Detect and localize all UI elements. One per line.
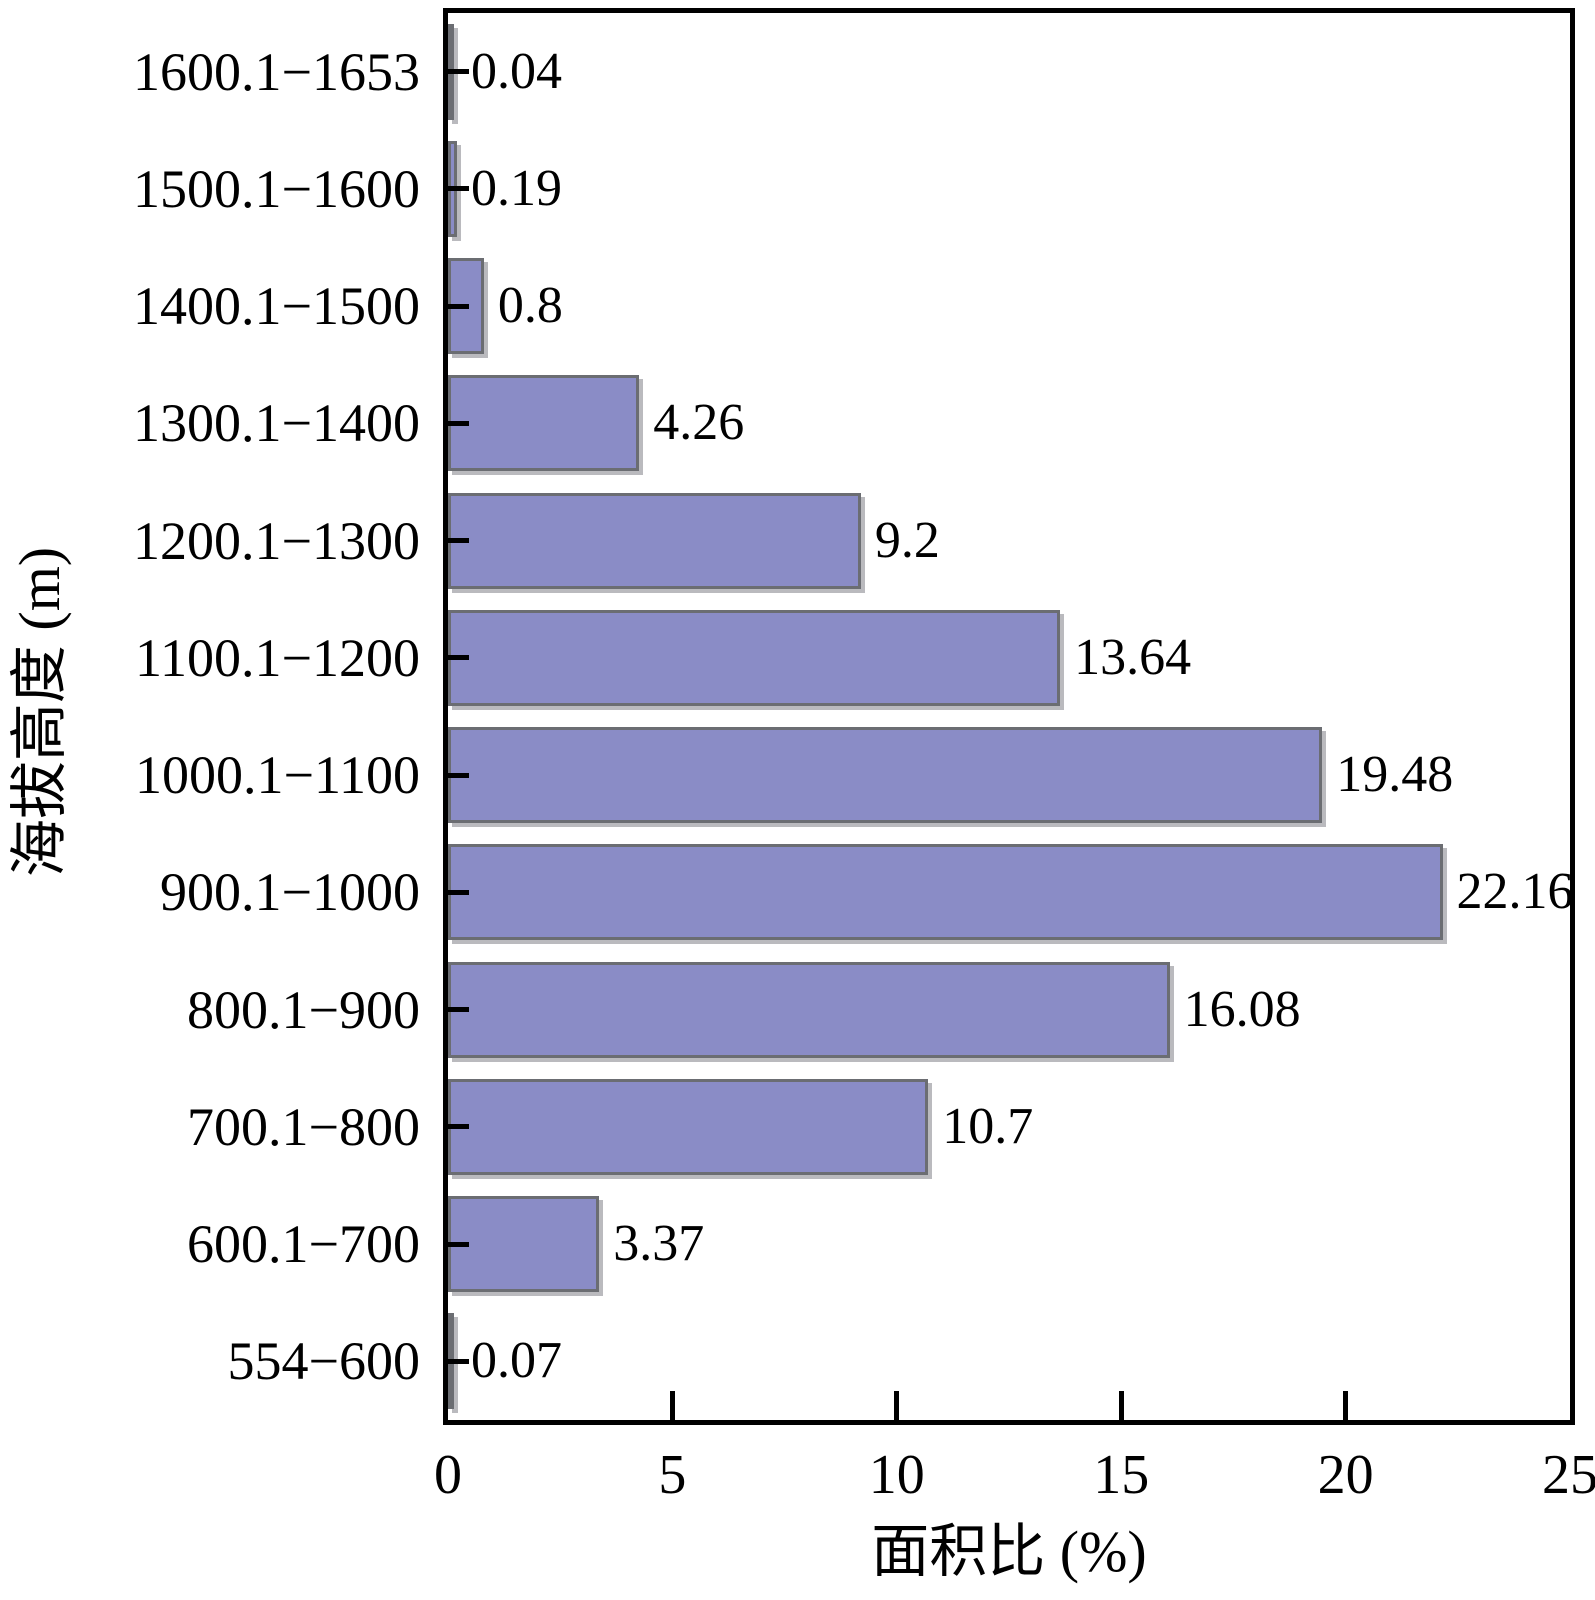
bar xyxy=(448,609,1061,706)
bar-value-label: 9.2 xyxy=(874,511,940,569)
y-category-label: 1400.1−1500 xyxy=(133,276,420,337)
y-axis-tick xyxy=(448,303,469,309)
plot-area: 0.04 0.19 0.8 4.26 9.2 13.64 19.48 22.16 16.08 10… xyxy=(443,8,1575,1425)
bar-value-label: 4.26 xyxy=(653,394,745,452)
bar-value-label: 0.07 xyxy=(471,1332,562,1390)
x-axis-tick-label: 20 xyxy=(1317,1444,1374,1506)
y-axis-tick xyxy=(448,1358,469,1364)
bar-value-label: 13.64 xyxy=(1074,628,1192,686)
x-axis-tick-label: 10 xyxy=(868,1444,925,1506)
y-axis-tick xyxy=(448,1241,469,1247)
bar-value-label: 10.7 xyxy=(942,1097,1034,1155)
y-category-label: 1000.1−1100 xyxy=(135,745,420,806)
y-category-label: 600.1−700 xyxy=(187,1214,420,1275)
bar-value-label: 3.37 xyxy=(613,1215,705,1273)
y-category-label: 1100.1−1200 xyxy=(135,627,420,688)
y-axis-tick xyxy=(448,1124,469,1130)
y-axis-tick xyxy=(448,420,469,426)
bar-value-label: 0.04 xyxy=(471,42,562,100)
y-axis-tick xyxy=(448,538,469,544)
y-axis-tick xyxy=(448,889,469,895)
x-axis-title: 面积比 (%) xyxy=(871,1519,1147,1584)
y-axis-tick-labels: 1600.1−1653 1500.1−1600 1400.1−1500 1300.1−… xyxy=(0,13,420,1420)
x-axis-tick xyxy=(1118,1391,1124,1420)
x-axis-tick-label: 25 xyxy=(1542,1444,1595,1506)
bar-value-label: 0.8 xyxy=(497,277,563,335)
y-axis-tick xyxy=(448,186,469,192)
y-axis-tick xyxy=(448,1007,469,1013)
y-category-label: 1500.1−1600 xyxy=(133,158,420,219)
y-category-label: 800.1−900 xyxy=(187,979,420,1040)
x-axis-tick xyxy=(669,1391,675,1420)
bar xyxy=(448,727,1323,824)
x-axis-tick-label: 5 xyxy=(658,1444,687,1506)
x-axis-tick-label: 15 xyxy=(1093,1444,1150,1506)
y-category-label: 900.1−1000 xyxy=(160,862,420,923)
x-axis-tick xyxy=(894,1391,900,1420)
y-axis-tick xyxy=(448,69,469,75)
x-axis-tick xyxy=(1343,1391,1349,1420)
y-category-label: 1600.1−1653 xyxy=(133,41,420,102)
bar-value-label: 22.16 xyxy=(1456,863,1574,921)
bar xyxy=(448,961,1170,1058)
bar-value-label: 0.19 xyxy=(471,159,562,217)
x-axis-tick-label: 0 xyxy=(434,1444,462,1506)
y-axis-tick xyxy=(448,772,469,778)
y-axis-tick xyxy=(448,655,469,661)
bar xyxy=(448,1196,600,1293)
x-axis-tick-labels: 0 5 10 15 20 25 xyxy=(0,1447,1595,1517)
y-category-label: 1300.1−1400 xyxy=(133,393,420,454)
bar xyxy=(448,375,640,472)
y-category-label: 1200.1−1300 xyxy=(133,510,420,571)
y-category-label: 700.1−800 xyxy=(187,1096,420,1157)
bar xyxy=(448,1078,929,1175)
plot-inner-area: 0.04 0.19 0.8 4.26 9.2 13.64 19.48 22.16 16.08 10… xyxy=(448,13,1574,1420)
y-category-label: 554−600 xyxy=(227,1331,420,1392)
bar-value-label: 16.08 xyxy=(1183,980,1301,1038)
bar xyxy=(448,492,861,589)
bar xyxy=(448,844,1443,941)
bar-value-label: 19.48 xyxy=(1336,746,1454,804)
